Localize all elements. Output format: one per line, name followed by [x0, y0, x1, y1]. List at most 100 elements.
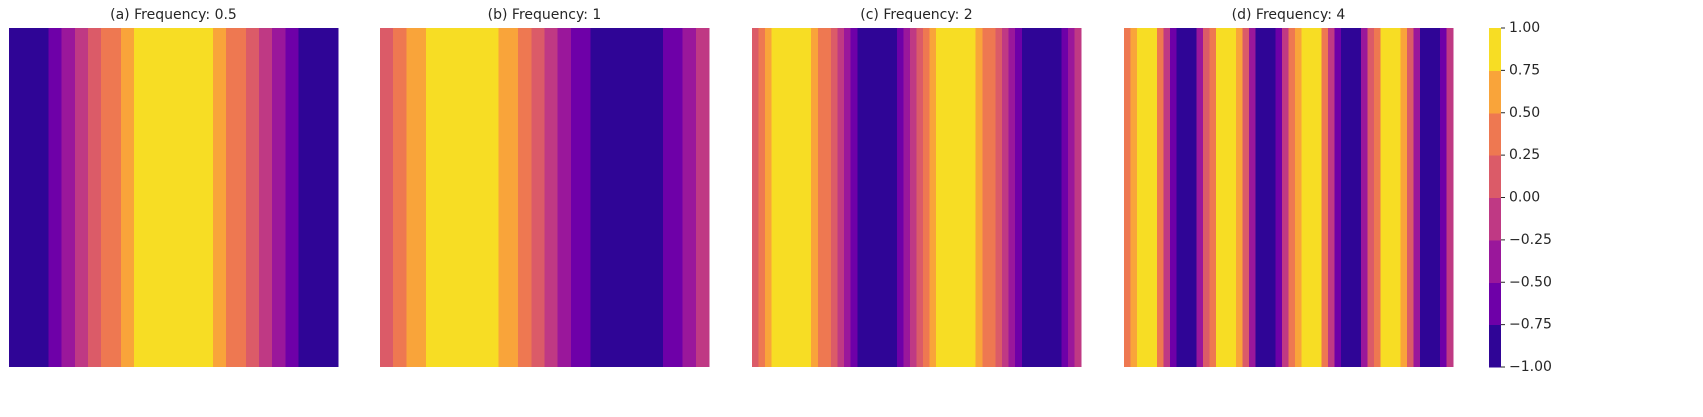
heatmap-cell [583, 28, 592, 367]
heatmap-cell [1002, 28, 1010, 367]
heatmap-cell [1439, 28, 1448, 367]
colorbar-segment [1489, 324, 1501, 368]
heatmap-cell [1393, 28, 1401, 367]
heatmap-cell [406, 28, 414, 367]
heatmap-cell [206, 28, 214, 367]
heatmap-cell [1150, 28, 1158, 367]
heatmap-cell [616, 28, 625, 367]
heatmap-cell [426, 28, 434, 367]
heatmap-cell [114, 28, 122, 367]
heatmap-cell [68, 28, 76, 367]
heatmap-cell [1216, 28, 1224, 367]
heatmap-cell [570, 28, 578, 367]
panel-title: (d) Frequency: 4 [1232, 7, 1346, 23]
heatmap-cell [232, 28, 240, 367]
heatmap-cell [837, 28, 845, 367]
heatmap-cell [518, 28, 526, 367]
heatmap-cell [804, 28, 812, 367]
heatmap-cell [597, 28, 605, 367]
heatmap-cell [778, 28, 786, 367]
colorbar-segment [1489, 70, 1501, 114]
heatmap-cell [969, 28, 977, 367]
heatmap-cell [74, 28, 82, 367]
heatmap-cell [1235, 28, 1244, 367]
heatmap-cell [120, 28, 129, 367]
heatmap-cell [1374, 28, 1382, 367]
heatmap-cell [393, 28, 401, 367]
heatmap-cell [1041, 28, 1049, 367]
heatmap-cell [1288, 28, 1296, 367]
heatmap-cell [1275, 28, 1283, 367]
colorbar-segment [1489, 112, 1501, 156]
heatmap-cell [458, 28, 467, 367]
heatmap-cell [916, 28, 924, 367]
heatmap-cell [765, 28, 773, 367]
heatmap-cell [577, 28, 585, 367]
heatmap-cell [1249, 28, 1257, 367]
heatmap-cell [949, 28, 957, 367]
heatmap-cell [134, 28, 142, 367]
heatmap-cell [511, 28, 519, 367]
heatmap-cell [140, 28, 148, 367]
heatmap-cell [1061, 28, 1069, 367]
heatmap-cell [41, 28, 50, 367]
heatmap-cell [147, 28, 155, 367]
heatmap-cell [1067, 28, 1076, 367]
heatmap-cell [857, 28, 865, 367]
heatmap-cell [1242, 28, 1250, 367]
heatmap-cell [1202, 28, 1211, 367]
heatmap-cell [35, 28, 43, 367]
heatmap-cell [107, 28, 115, 367]
colorbar-tick-label: 0.50 [1509, 105, 1540, 121]
heatmap-cell [1163, 28, 1171, 367]
colorbar-tick-label: −1.00 [1509, 359, 1552, 375]
heatmap-cell [1229, 28, 1237, 367]
heatmap-cell [311, 28, 319, 367]
heatmap-cell [649, 28, 657, 367]
colorbar-segment [1489, 197, 1501, 241]
heatmap-cell [1334, 28, 1342, 367]
heatmap-cell [850, 28, 858, 367]
heatmap-cell [180, 28, 188, 367]
heatmap-cell [412, 28, 421, 367]
heatmap-cell [982, 28, 990, 367]
heatmap-cell [324, 28, 333, 367]
heatmap-cell [551, 28, 559, 367]
heatmap-cell [531, 28, 539, 367]
heatmap-cell [975, 28, 983, 367]
heatmap-cell [537, 28, 546, 367]
heatmap-cell [298, 28, 306, 367]
panel-title: (b) Frequency: 1 [488, 7, 602, 23]
colorbar-tick-label: 0.00 [1509, 190, 1540, 206]
heatmap-cell [48, 28, 56, 367]
heatmap-cell [485, 28, 493, 367]
heatmap-cell [630, 28, 638, 367]
heatmap-cell [318, 28, 326, 367]
heatmap-cell [160, 28, 168, 367]
heatmap-cell [1262, 28, 1270, 367]
heatmap-cell [995, 28, 1003, 367]
heatmap-cell [936, 28, 944, 367]
heatmap-cell [1446, 28, 1454, 367]
heatmap-cell [564, 28, 572, 367]
heatmap-cell [285, 28, 293, 367]
panel-title: (a) Frequency: 0.5 [110, 7, 237, 23]
heatmap-cell [491, 28, 500, 367]
heatmap-cell [890, 28, 898, 367]
heatmap-cell [1308, 28, 1316, 367]
heatmap-cell [386, 28, 394, 367]
heatmap-cell [278, 28, 286, 367]
heatmap-cell [22, 28, 30, 367]
heatmap-cell [166, 28, 175, 367]
heatmap-cell [830, 28, 839, 367]
colorbar-tick-label: −0.50 [1509, 274, 1552, 290]
heatmap-cell [55, 28, 63, 367]
heatmap-cell [689, 28, 697, 367]
heatmap-cell [419, 28, 427, 367]
heatmap-cell [1295, 28, 1303, 367]
heatmap-cell [1406, 28, 1415, 367]
heatmap-cell [432, 28, 440, 367]
heatmap-cell [1143, 28, 1151, 367]
heatmap-cell [1021, 28, 1029, 367]
heatmap-cell [1222, 28, 1230, 367]
